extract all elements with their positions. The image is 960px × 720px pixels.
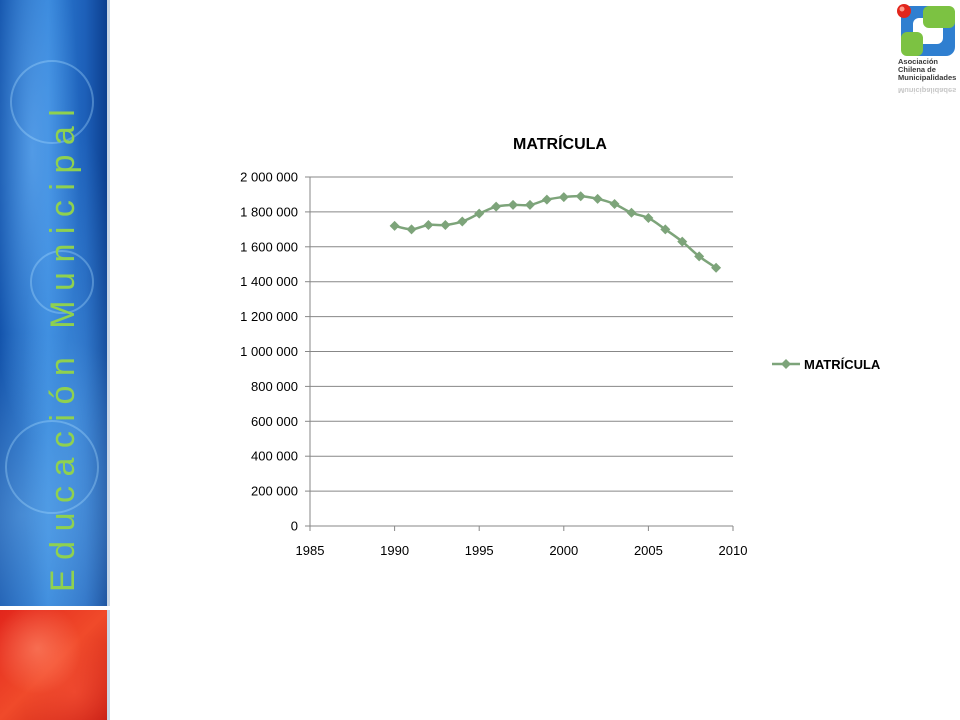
data-point <box>711 262 722 273</box>
data-point <box>457 216 468 227</box>
chart-series <box>389 191 722 273</box>
x-tick-label: 2000 <box>549 543 578 558</box>
x-tick-label: 1990 <box>380 543 409 558</box>
data-point <box>592 193 603 204</box>
side-banner-red <box>0 610 110 720</box>
logo-line: Asociación <box>898 57 939 66</box>
y-tick-label: 1 000 000 <box>240 344 298 359</box>
x-tick-label: 2005 <box>634 543 663 558</box>
data-point <box>677 236 688 247</box>
y-tick-label: 200 000 <box>251 484 298 499</box>
legend-marker <box>781 359 791 369</box>
y-tick-label: 1 800 000 <box>240 204 298 219</box>
legend-label: MATRÍCULA <box>804 357 881 372</box>
data-point <box>389 220 400 231</box>
data-point <box>423 219 434 230</box>
logo-icon <box>897 4 955 56</box>
chart-legend: MATRÍCULA <box>772 357 881 372</box>
y-tick-label: 800 000 <box>251 379 298 394</box>
y-tick-label: 1 600 000 <box>240 239 298 254</box>
data-point <box>491 201 502 212</box>
x-tick-label: 1985 <box>296 543 325 558</box>
y-tick-label: 1 400 000 <box>240 274 298 289</box>
y-tick-label: 1 200 000 <box>240 309 298 324</box>
data-point <box>440 219 451 230</box>
data-point <box>643 213 654 224</box>
y-tick-label: 600 000 <box>251 414 298 429</box>
side-banner-blue <box>0 0 110 606</box>
data-point <box>694 251 705 262</box>
data-point <box>660 224 671 235</box>
y-tick-label: 0 <box>291 519 298 534</box>
x-axis: 1985 1990 1995 2000 2005 2010 <box>296 526 748 558</box>
data-point <box>626 207 637 218</box>
y-axis: 0 200 000 400 000 600 000 800 000 1 000 000 1 … <box>240 170 310 534</box>
logo-line: Chilena de <box>898 65 936 74</box>
logo-text: Asociación Chilena de Municipalidades <box>898 58 956 82</box>
y-tick-label: 2 000 000 <box>240 170 298 185</box>
data-point <box>524 199 535 210</box>
data-point <box>474 208 485 219</box>
x-tick-label: 2010 <box>719 543 748 558</box>
data-point <box>575 191 586 202</box>
data-point <box>609 199 620 210</box>
data-point <box>541 194 552 205</box>
data-point <box>406 224 417 235</box>
series-line <box>394 194 717 269</box>
x-tick-label: 1995 <box>465 543 494 558</box>
chart-grid <box>310 176 733 492</box>
data-point <box>508 199 519 210</box>
data-point <box>558 192 569 203</box>
y-tick-label: 400 000 <box>251 449 298 464</box>
chart-title: MATRÍCULA <box>513 134 607 153</box>
logo-line: Municipalidades <box>898 73 957 82</box>
